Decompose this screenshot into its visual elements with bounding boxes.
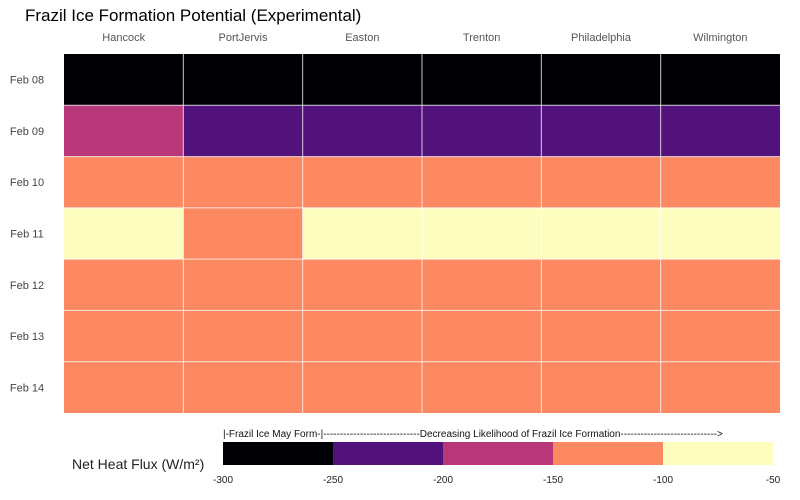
heatmap-cell-feb-08-wilmington (660, 54, 780, 106)
legend-caption: |-Frazil Ice May Form-|-----------------… (223, 429, 723, 440)
heatmap-cell-feb-12-trenton (422, 259, 542, 311)
heatmap-cell-feb-12-hancock (64, 259, 184, 311)
row-label-feb-14: Feb 14 (10, 382, 44, 394)
legend-title: Net Heat Flux (W/m²) (72, 456, 205, 472)
heatmap-cell-feb-08-philadelphia (541, 54, 661, 106)
legend-tick-200: -200 (433, 475, 453, 486)
legend-tick-labels: -300 -250 -200 -150 -100 -50 (213, 475, 781, 486)
heatmap-cell-feb-08-trenton (422, 54, 542, 106)
heatmap-cell-feb-11-hancock (64, 207, 184, 260)
legend-tick-250: -250 (323, 475, 343, 486)
heatmap-cell-feb-14-philadelphia (541, 361, 661, 413)
heatmap-cell-feb-12-wilmington (660, 259, 780, 311)
row-label-feb-09: Feb 09 (10, 126, 44, 138)
legend-tick-100: -100 (653, 475, 673, 486)
heatmap-cell-feb-11-easton (302, 207, 422, 260)
legend-bin-3 (443, 442, 553, 465)
heatmap-cell-feb-12-easton (302, 259, 422, 311)
heatmap-cell-feb-12-portjervis (183, 259, 303, 311)
heatmap-cell-feb-13-trenton (422, 310, 542, 362)
heatmap-cell-feb-10-wilmington (660, 156, 780, 208)
column-label-hancock: Hancock (102, 32, 145, 44)
heatmap-cell-feb-12-philadelphia (541, 259, 661, 311)
column-label-portjervis: PortJervis (219, 32, 268, 44)
legend-colorbar (223, 442, 773, 465)
heatmap-cell-feb-08-hancock (64, 54, 184, 106)
legend-bin-1 (223, 442, 333, 465)
legend-tick-50: -50 (766, 475, 781, 486)
heatmap-cell-feb-14-wilmington (660, 361, 780, 413)
heatmap-cell-feb-11-portjervis (183, 207, 303, 260)
heatmap-cell-feb-09-trenton (422, 105, 542, 157)
row-labels: Feb 08 Feb 09 Feb 10 Feb 11 Feb 12 Feb 13 Feb … (10, 75, 44, 395)
legend-bin-4 (553, 442, 663, 465)
row-label-feb-13: Feb 13 (10, 331, 44, 343)
heatmap-cell-feb-13-easton (302, 310, 422, 362)
heatmap-cell-feb-10-trenton (422, 156, 542, 208)
row-label-feb-08: Feb 08 (10, 75, 44, 87)
heatmap-cell-feb-11-trenton (422, 207, 542, 260)
heatmap-cell-feb-09-philadelphia (541, 105, 661, 157)
heatmap-cell-feb-10-philadelphia (541, 156, 661, 208)
column-label-philadelphia: Philadelphia (571, 32, 632, 44)
column-labels: Hancock PortJervis Easton Trenton Philadelph… (102, 32, 747, 44)
legend-bin-2 (333, 442, 443, 465)
legend-tick-300: -300 (213, 475, 233, 486)
heatmap-cell-feb-09-portjervis (183, 105, 303, 157)
heatmap-cell-feb-11-philadelphia (541, 207, 661, 260)
heatmap-cell-feb-09-easton (302, 105, 422, 157)
heatmap-cell-feb-13-philadelphia (541, 310, 661, 362)
cell-gridlines (64, 54, 780, 413)
heatmap-cell-feb-09-wilmington (660, 105, 780, 157)
heatmap-cell-feb-13-portjervis (183, 310, 303, 362)
row-label-feb-11: Feb 11 (10, 229, 43, 241)
column-label-wilmington: Wilmington (693, 32, 747, 44)
heatmap-cell-feb-10-portjervis (183, 156, 303, 208)
heatmap-cell-feb-10-easton (302, 156, 422, 208)
legend-tick-150: -150 (543, 475, 563, 486)
heatmap-cell-feb-11-wilmington (660, 207, 780, 260)
column-label-trenton: Trenton (463, 32, 501, 44)
heatmap-cell-feb-13-wilmington (660, 310, 780, 362)
heatmap-cell-feb-10-hancock (64, 156, 184, 208)
heatmap-cell-feb-09-hancock (64, 105, 184, 157)
row-label-feb-10: Feb 10 (10, 177, 44, 189)
heatmap-cell-feb-08-portjervis (183, 54, 303, 106)
chart-title: Frazil Ice Formation Potential (Experime… (25, 6, 362, 25)
row-label-feb-12: Feb 12 (10, 280, 44, 292)
heatmap-cell-feb-14-trenton (422, 361, 542, 413)
heatmap-cell-feb-14-easton (302, 361, 422, 413)
heatmap-cell-feb-13-hancock (64, 310, 184, 362)
column-label-easton: Easton (345, 32, 379, 44)
heatmap-cell-feb-14-portjervis (183, 361, 303, 413)
legend-bin-5 (663, 442, 773, 465)
heatmap-cells (64, 54, 780, 413)
heatmap-cell-feb-08-easton (302, 54, 422, 106)
heatmap-cell-feb-14-hancock (64, 361, 184, 413)
